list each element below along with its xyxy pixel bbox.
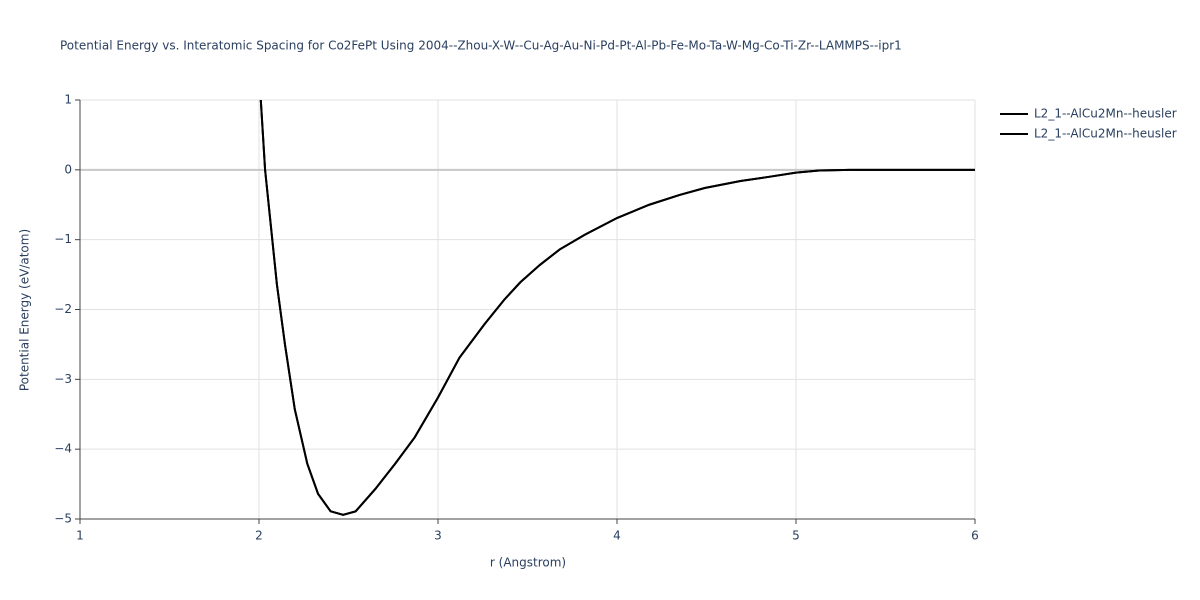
legend-label: L2_1--AlCu2Mn--heusler (1034, 127, 1177, 141)
y-tick-label: −1 (54, 232, 72, 246)
x-axis-label: r (Angstrom) (490, 556, 566, 570)
x-tick-label: 4 (613, 529, 621, 543)
y-tick-label: −5 (54, 512, 72, 526)
chart-title: Potential Energy vs. Interatomic Spacing… (60, 39, 902, 53)
y-axis-label: Potential Energy (eV/atom) (18, 229, 32, 391)
x-tick-label: 1 (76, 529, 84, 543)
legend-label: L2_1--AlCu2Mn--heusler (1034, 107, 1177, 121)
line-series (259, 99, 975, 516)
x-tick-label: 5 (792, 529, 800, 543)
x-tick-label: 6 (971, 529, 979, 543)
y-tick-label: −4 (54, 442, 72, 456)
y-tick-label: 1 (64, 93, 72, 107)
x-tick-label: 3 (434, 529, 442, 543)
line-series (259, 99, 975, 516)
y-tick-label: −3 (54, 372, 72, 386)
y-tick-label: −2 (54, 302, 72, 316)
x-tick-label: 2 (255, 529, 263, 543)
y-tick-label: 0 (64, 162, 72, 176)
